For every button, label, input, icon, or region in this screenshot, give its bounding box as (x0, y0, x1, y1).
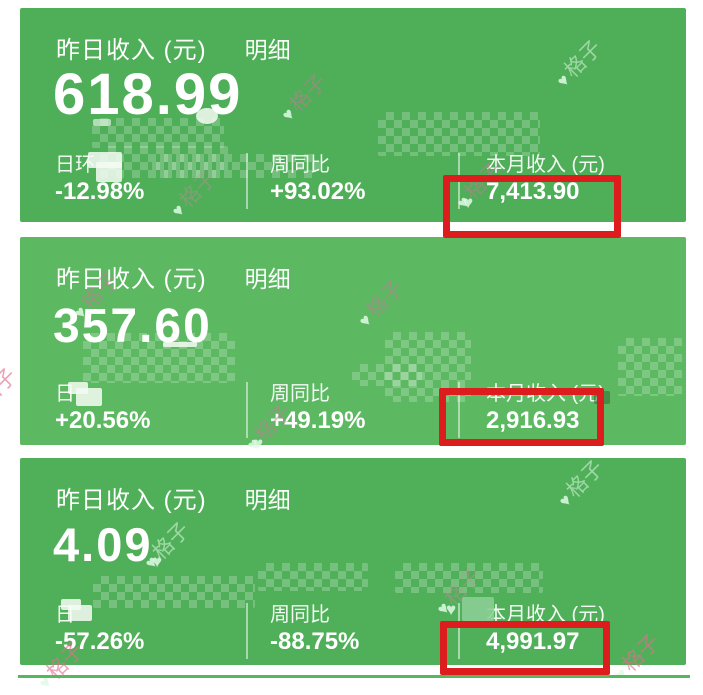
week-ratio-label: 周同比 (270, 383, 330, 405)
month-income-value: 4,991.97 (486, 628, 580, 655)
mosaic-patch (83, 333, 235, 383)
yesterday-income-amount: 4.09 (53, 518, 153, 571)
week-ratio-label: 周同比 (270, 604, 330, 626)
card-header: 昨日收入 (元) 明细 (56, 259, 291, 294)
stat-divider (458, 603, 460, 659)
next-card-edge (18, 675, 690, 678)
card-header: 昨日收入 (元) 明细 (56, 30, 291, 65)
month-income-label: 本月收入 (元) (486, 604, 605, 626)
censor-patch (76, 388, 102, 406)
income-card-3: 昨日收入 (元) 明细 4.09 日 -57.26% 周同比 -88.75% 本… (20, 458, 686, 665)
week-ratio-value: +93.02% (270, 178, 366, 205)
week-ratio-value: -88.75% (270, 628, 360, 655)
month-income-value: 2,916.93 (486, 407, 580, 434)
card-header: 昨日收入 (元) 明细 (56, 480, 291, 515)
censor-patch (93, 119, 111, 126)
week-ratio-label: 周同比 (270, 148, 330, 177)
day-ratio-value: -57.26% (55, 628, 145, 655)
card-title: 昨日收入 (元) (56, 37, 207, 64)
stat-divider (246, 382, 248, 438)
detail-link[interactable]: 明细 (244, 487, 291, 513)
censor-patch (68, 605, 92, 621)
censor-patch (96, 162, 122, 182)
stat-divider (246, 603, 248, 659)
censor-patch (462, 597, 494, 621)
detail-link[interactable]: 明细 (244, 266, 291, 292)
day-ratio-value: -12.98% (55, 178, 145, 205)
stat-divider (246, 153, 248, 209)
mosaic-patch (618, 338, 682, 396)
day-ratio-label: 日环 (55, 154, 95, 176)
card-title: 昨日收入 (元) (56, 266, 207, 293)
highlight-box-month-income-3 (440, 621, 610, 675)
month-income-value: 7,413.90 (486, 178, 580, 205)
mosaic-patch (395, 563, 543, 593)
week-ratio-value: +49.19% (270, 407, 366, 434)
censor-patch (61, 599, 81, 610)
income-card-2: 昨日收入 (元) 明细 357.60 日 +20.56% 周同比 +49.19%… (20, 237, 686, 445)
mosaic-patch (352, 364, 422, 386)
detail-link[interactable]: 明细 (244, 37, 291, 63)
highlight-box-month-income-2 (439, 388, 604, 446)
mosaic-patch (258, 563, 368, 591)
censor-patch (163, 342, 197, 347)
mosaic-patch (93, 576, 255, 608)
censor-patch (196, 108, 218, 124)
month-income-label: 本月收入 (元) (486, 154, 605, 176)
mosaic-patch (152, 154, 320, 178)
highlight-box-month-income-1 (443, 175, 621, 238)
stat-divider (458, 382, 460, 438)
mosaic-patch (378, 112, 540, 156)
card-title: 昨日收入 (元) (56, 487, 207, 514)
day-ratio-value: +20.56% (55, 407, 151, 434)
